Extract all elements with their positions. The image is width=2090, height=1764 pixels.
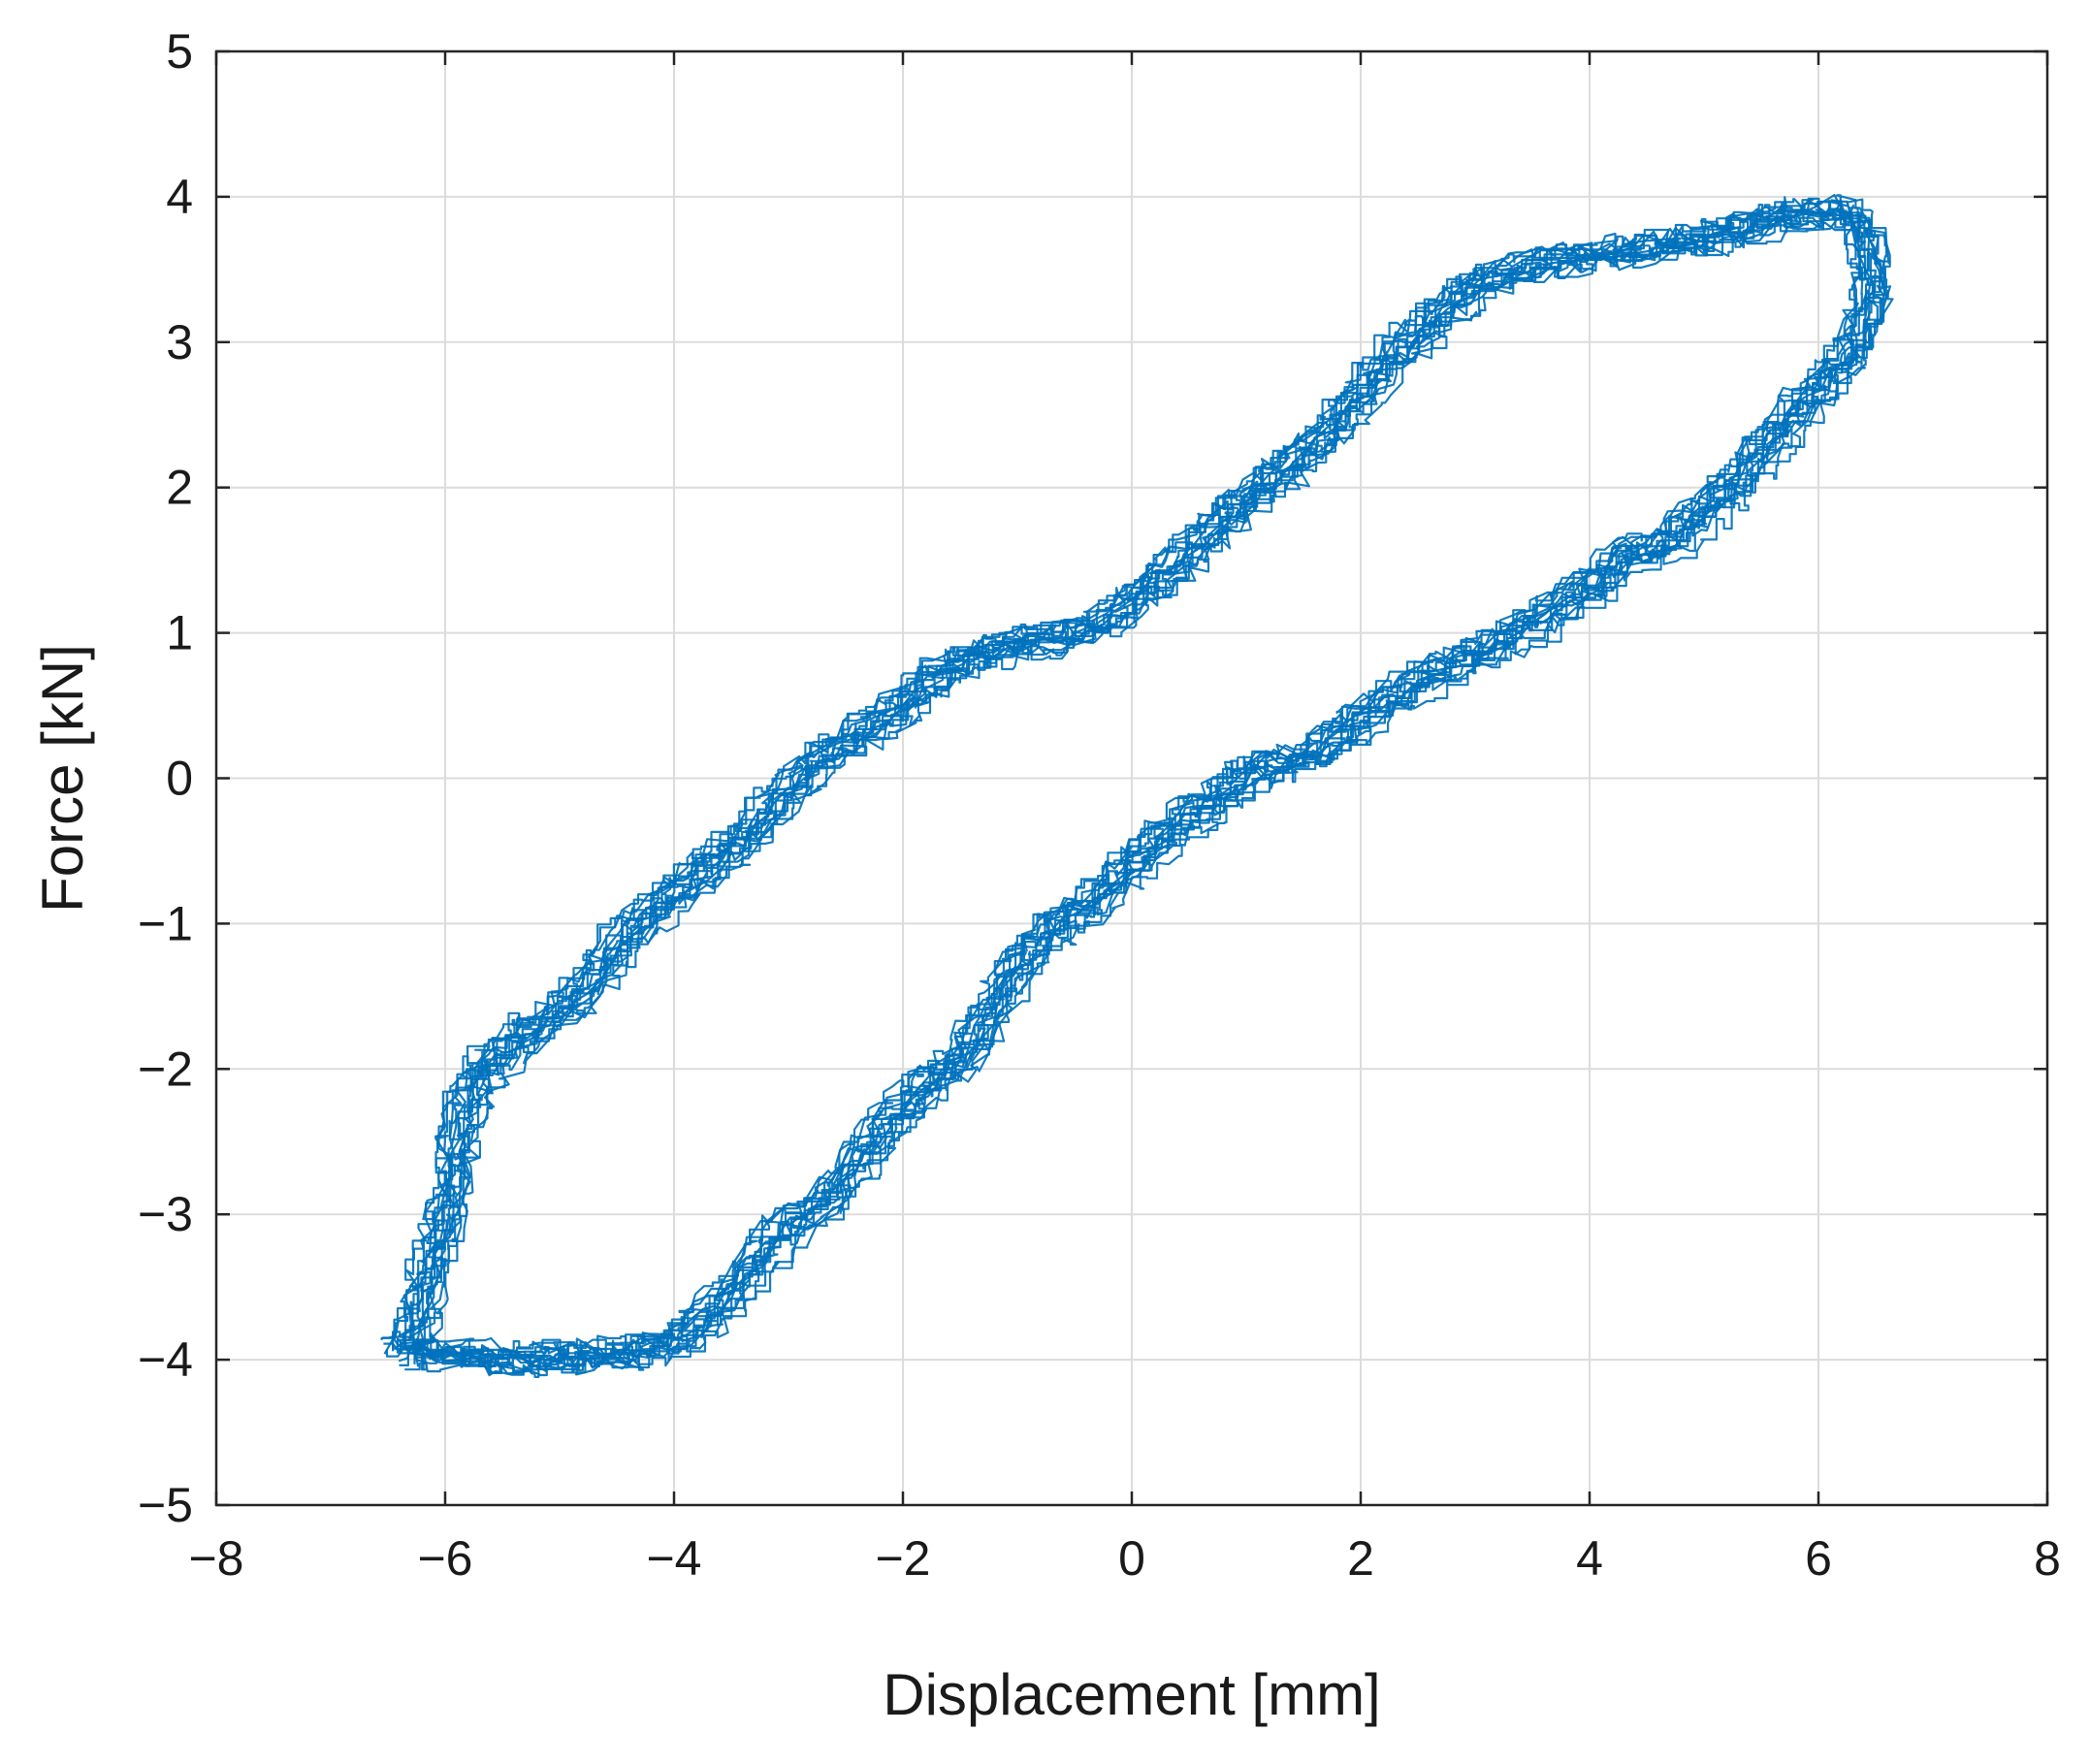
series-line-cycle [414, 209, 1886, 1372]
x-tick-label: 2 [1347, 1531, 1374, 1586]
series-layer [380, 194, 1894, 1378]
x-tick-label: −6 [417, 1531, 472, 1586]
y-tick-label: 1 [166, 606, 193, 660]
x-tick-label: −2 [875, 1531, 930, 1586]
x-axis-title: Displacement [mm] [883, 1662, 1380, 1727]
series-line-cycle [407, 208, 1887, 1368]
y-tick-label: −5 [138, 1478, 193, 1532]
x-tick-label: 6 [1805, 1531, 1832, 1586]
series-line-cycle [385, 208, 1867, 1371]
y-tick-label: 5 [166, 24, 193, 79]
y-tick-label: −4 [138, 1332, 193, 1387]
grid-lines [216, 51, 2047, 1505]
x-tick-label: 8 [2034, 1531, 2061, 1586]
y-tick-label: −1 [138, 896, 193, 950]
y-tick-label: −2 [138, 1042, 193, 1096]
series-line-cycle [381, 197, 1861, 1361]
y-tick-label: 4 [166, 170, 193, 224]
x-tick-label: −4 [646, 1531, 701, 1586]
y-tick-label: 2 [166, 461, 193, 515]
y-tick-label: 3 [166, 315, 193, 369]
tick-marks [214, 49, 2049, 1507]
x-tick-label: 0 [1118, 1531, 1145, 1586]
tick-labels: −8 −6 −4 −2 0 2 4 6 8 −5 −4 −3 −2 −1 0 1 2 3 4 5 [138, 24, 2061, 1586]
series-line-cycle [400, 204, 1874, 1368]
y-axis-title: Force [kN] [30, 644, 95, 913]
y-tick-label: −3 [138, 1187, 193, 1241]
x-tick-label: −8 [188, 1531, 243, 1586]
y-tick-label: 0 [166, 752, 193, 806]
series-line-cycle [404, 207, 1885, 1368]
x-tick-label: 4 [1576, 1531, 1603, 1586]
